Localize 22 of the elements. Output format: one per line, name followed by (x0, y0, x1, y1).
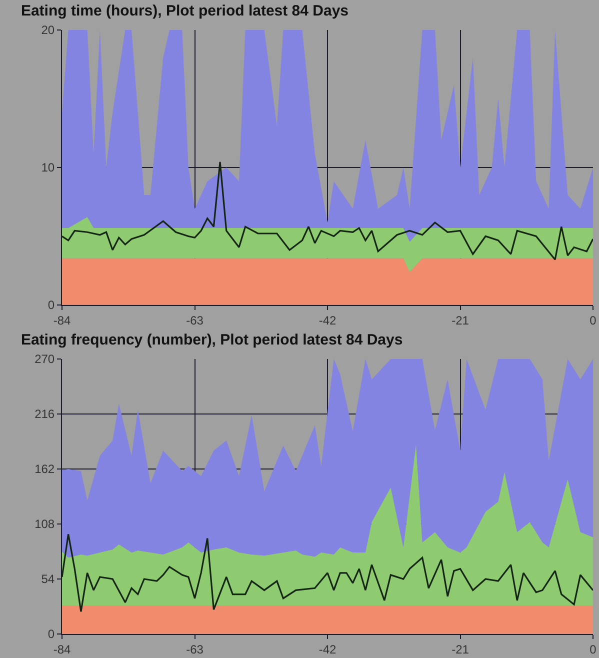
y-tick-label: 270 (34, 352, 55, 366)
y-tick-label: 216 (34, 407, 55, 422)
x-tick-label: -63 (186, 313, 204, 328)
x-tick-label: -21 (452, 313, 470, 328)
line-series (62, 533, 593, 612)
y-tick-label: 0 (48, 627, 55, 642)
x-tick-label: -21 (452, 642, 470, 656)
y-tick-label: 108 (34, 517, 55, 532)
chart-title: Eating time (hours), Plot period latest 84 Days (20, 2, 349, 20)
x-tick-label: -84 (53, 642, 71, 656)
x-tick-label: -63 (186, 642, 204, 656)
x-tick-label: -42 (318, 642, 336, 656)
x-tick-label: 0 (590, 313, 597, 328)
x-tick-label: 0 (590, 642, 597, 656)
y-tick-label: 0 (48, 298, 55, 312)
y-tick-label: 54 (41, 572, 55, 586)
x-tick-label: -84 (53, 313, 71, 328)
y-tick-label: 20 (41, 23, 55, 38)
chart-title: Eating frequency (number), Plot period latest 84 Days (20, 331, 403, 348)
x-tick-label: -42 (318, 313, 336, 328)
y-tick-label: 162 (34, 462, 55, 476)
y-tick-label: 10 (41, 160, 55, 175)
